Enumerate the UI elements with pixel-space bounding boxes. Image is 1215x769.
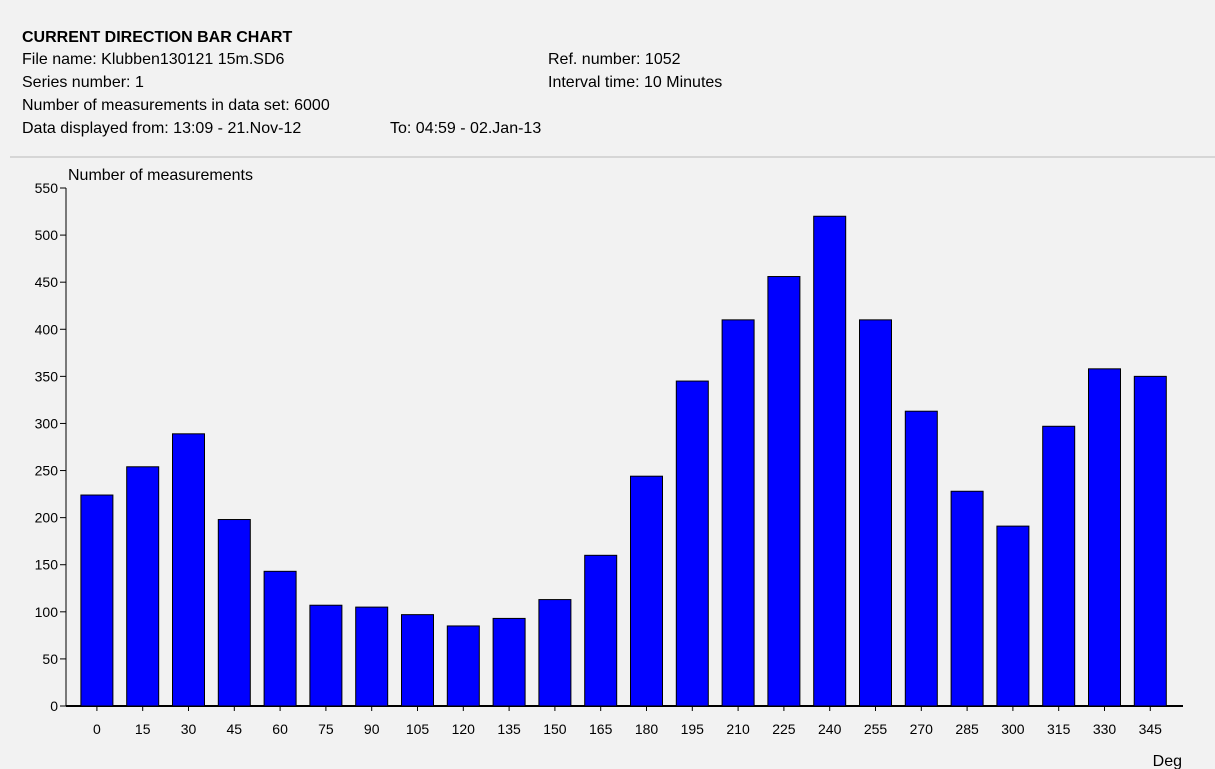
x-tick-label: 240: [818, 721, 842, 737]
bar: [767, 276, 801, 707]
y-axis-label: Number of measurements: [68, 167, 253, 184]
bar: [950, 490, 984, 707]
x-tick-label: 165: [589, 721, 613, 737]
x-tick-label: 45: [227, 721, 243, 737]
chart-title: CURRENT DIRECTION BAR CHART: [22, 29, 292, 46]
x-tick-label: 285: [955, 721, 979, 737]
y-tick-label: 350: [35, 368, 59, 384]
x-tick-label: 75: [318, 721, 334, 737]
x-tick-label: 135: [497, 721, 521, 737]
x-tick-label: 180: [635, 721, 659, 737]
bar: [904, 410, 938, 707]
file-name: File name: Klubben130121 15m.SD6: [22, 51, 284, 68]
bar: [172, 433, 205, 707]
x-tick-label: 270: [910, 721, 934, 737]
y-tick-label: 450: [35, 274, 59, 290]
y-tick-label: 550: [35, 180, 59, 196]
x-tick-label: 210: [726, 721, 750, 737]
bar: [492, 617, 526, 707]
bar: [309, 604, 343, 707]
bar: [584, 554, 618, 707]
bar: [721, 319, 755, 707]
bar: [401, 614, 434, 707]
x-tick-label: 120: [452, 721, 476, 737]
y-tick-label: 400: [35, 321, 59, 337]
interval-time: Interval time: 10 Minutes: [548, 74, 722, 91]
displayed-from: Data displayed from: 13:09 - 21.Nov-12: [22, 120, 301, 137]
y-tick-label: 100: [35, 604, 59, 620]
y-tick-label: 150: [35, 557, 59, 573]
bar: [675, 380, 709, 707]
x-tick-label: 15: [135, 721, 151, 737]
bar: [355, 606, 389, 707]
displayed-to: To: 04:59 - 02.Jan-13: [390, 120, 541, 137]
x-tick-label: 150: [543, 721, 567, 737]
ref-number: Ref. number: 1052: [548, 51, 681, 68]
x-tick-label: 345: [1139, 721, 1163, 737]
x-tick-label: 315: [1047, 721, 1071, 737]
bar: [446, 625, 480, 707]
x-tick-label: 300: [1001, 721, 1025, 737]
y-tick-label: 500: [35, 227, 59, 243]
bar: [1088, 368, 1121, 707]
y-tick-label: 300: [35, 415, 59, 431]
y-tick-label: 50: [42, 651, 58, 667]
x-tick-label: 330: [1093, 721, 1117, 737]
x-tick-label: 225: [772, 721, 796, 737]
bar: [859, 319, 892, 707]
x-tick-label: 255: [864, 721, 888, 737]
x-tick-label: 90: [364, 721, 380, 737]
bar: [630, 475, 663, 707]
x-tick-label: 105: [406, 721, 430, 737]
bar: [1042, 425, 1076, 707]
bar: [538, 599, 572, 707]
bar: [263, 570, 297, 707]
bar: [80, 494, 114, 707]
bar: [813, 215, 847, 707]
x-tick-label: 60: [272, 721, 288, 737]
x-tick-label: 195: [681, 721, 705, 737]
x-axis-label: Deg: [1153, 753, 1182, 769]
bar: [1133, 375, 1167, 707]
series-number: Series number: 1: [22, 74, 144, 91]
y-tick-label: 0: [50, 698, 58, 714]
y-tick-label: 250: [35, 463, 59, 479]
x-tick-label: 0: [93, 721, 101, 737]
bar: [126, 466, 160, 707]
y-tick-label: 200: [35, 510, 59, 526]
measurement-count: Number of measurements in data set: 6000: [22, 97, 330, 114]
bar: [996, 525, 1030, 707]
x-tick-label: 30: [181, 721, 197, 737]
bar: [217, 519, 251, 707]
